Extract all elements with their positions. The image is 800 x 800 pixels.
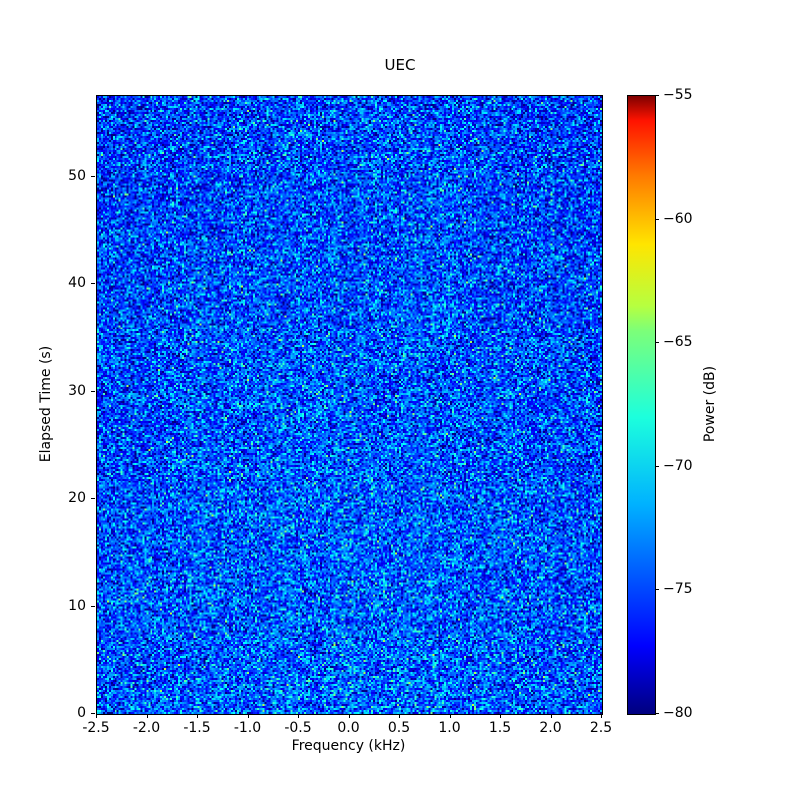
y-tick-mark xyxy=(91,176,95,177)
y-tick-label: 10 xyxy=(68,597,86,614)
colorbar-label: Power (dB) xyxy=(702,365,718,443)
colorbar-tick-label: −70 xyxy=(663,457,693,474)
spectrogram-heatmap xyxy=(97,96,602,714)
y-axis-label: Elapsed Time (s) xyxy=(38,345,54,463)
figure-title: UEC xyxy=(384,56,416,74)
x-tick-mark xyxy=(248,714,249,718)
x-tick-label: -2.0 xyxy=(132,720,161,736)
y-tick-mark xyxy=(91,713,95,714)
colorbar-tick-label: −75 xyxy=(663,581,693,598)
x-tick-mark xyxy=(298,714,299,718)
x-tick-label: 2.5 xyxy=(589,720,613,736)
x-tick-label: -1.5 xyxy=(183,720,211,736)
spectrogram-plot-area[interactable] xyxy=(96,95,603,715)
y-tick-mark xyxy=(91,391,95,392)
x-tick-label: 1.5 xyxy=(488,720,512,736)
x-tick-mark xyxy=(349,714,350,718)
y-tick-label: 50 xyxy=(68,167,86,184)
x-tick-mark xyxy=(450,714,451,718)
colorbar-tick-mark xyxy=(655,589,659,590)
x-tick-label: -1.0 xyxy=(233,720,262,736)
colorbar-tick-mark xyxy=(655,713,659,714)
colorbar-tick-label: −60 xyxy=(663,210,693,227)
x-tick-mark xyxy=(500,714,501,718)
x-tick-mark xyxy=(197,714,198,718)
y-tick-label: 20 xyxy=(68,490,86,507)
x-tick-label: 2.0 xyxy=(539,720,562,736)
colorbar-tick-label: −80 xyxy=(663,705,693,721)
y-tick-label: 30 xyxy=(68,382,86,399)
x-tick-label: 0.0 xyxy=(337,720,360,736)
colorbar-tick-mark xyxy=(655,342,659,343)
x-tick-mark xyxy=(147,714,148,718)
y-tick-mark xyxy=(91,283,95,284)
x-tick-label: -0.5 xyxy=(284,720,312,736)
x-tick-label: 0.5 xyxy=(387,720,411,736)
colorbar-tick-label: −65 xyxy=(663,334,693,351)
colorbar-gradient xyxy=(628,96,655,714)
x-tick-label: -2.5 xyxy=(82,720,110,736)
colorbar-tick-label: −55 xyxy=(663,87,693,103)
x-tick-mark xyxy=(551,714,552,718)
colorbar-tick-mark xyxy=(655,466,659,467)
colorbar-tick-mark xyxy=(655,219,659,220)
x-axis-label: Frequency (kHz) xyxy=(291,738,406,754)
colorbar[interactable] xyxy=(627,95,656,715)
colorbar-tick-mark xyxy=(655,95,659,96)
y-tick-label: 0 xyxy=(77,705,86,721)
x-tick-mark xyxy=(96,714,97,718)
y-tick-label: 40 xyxy=(68,275,86,292)
y-tick-mark xyxy=(91,606,95,607)
y-tick-mark xyxy=(91,498,95,499)
x-tick-label: 1.0 xyxy=(438,720,461,736)
x-tick-mark xyxy=(601,714,602,718)
x-tick-mark xyxy=(399,714,400,718)
